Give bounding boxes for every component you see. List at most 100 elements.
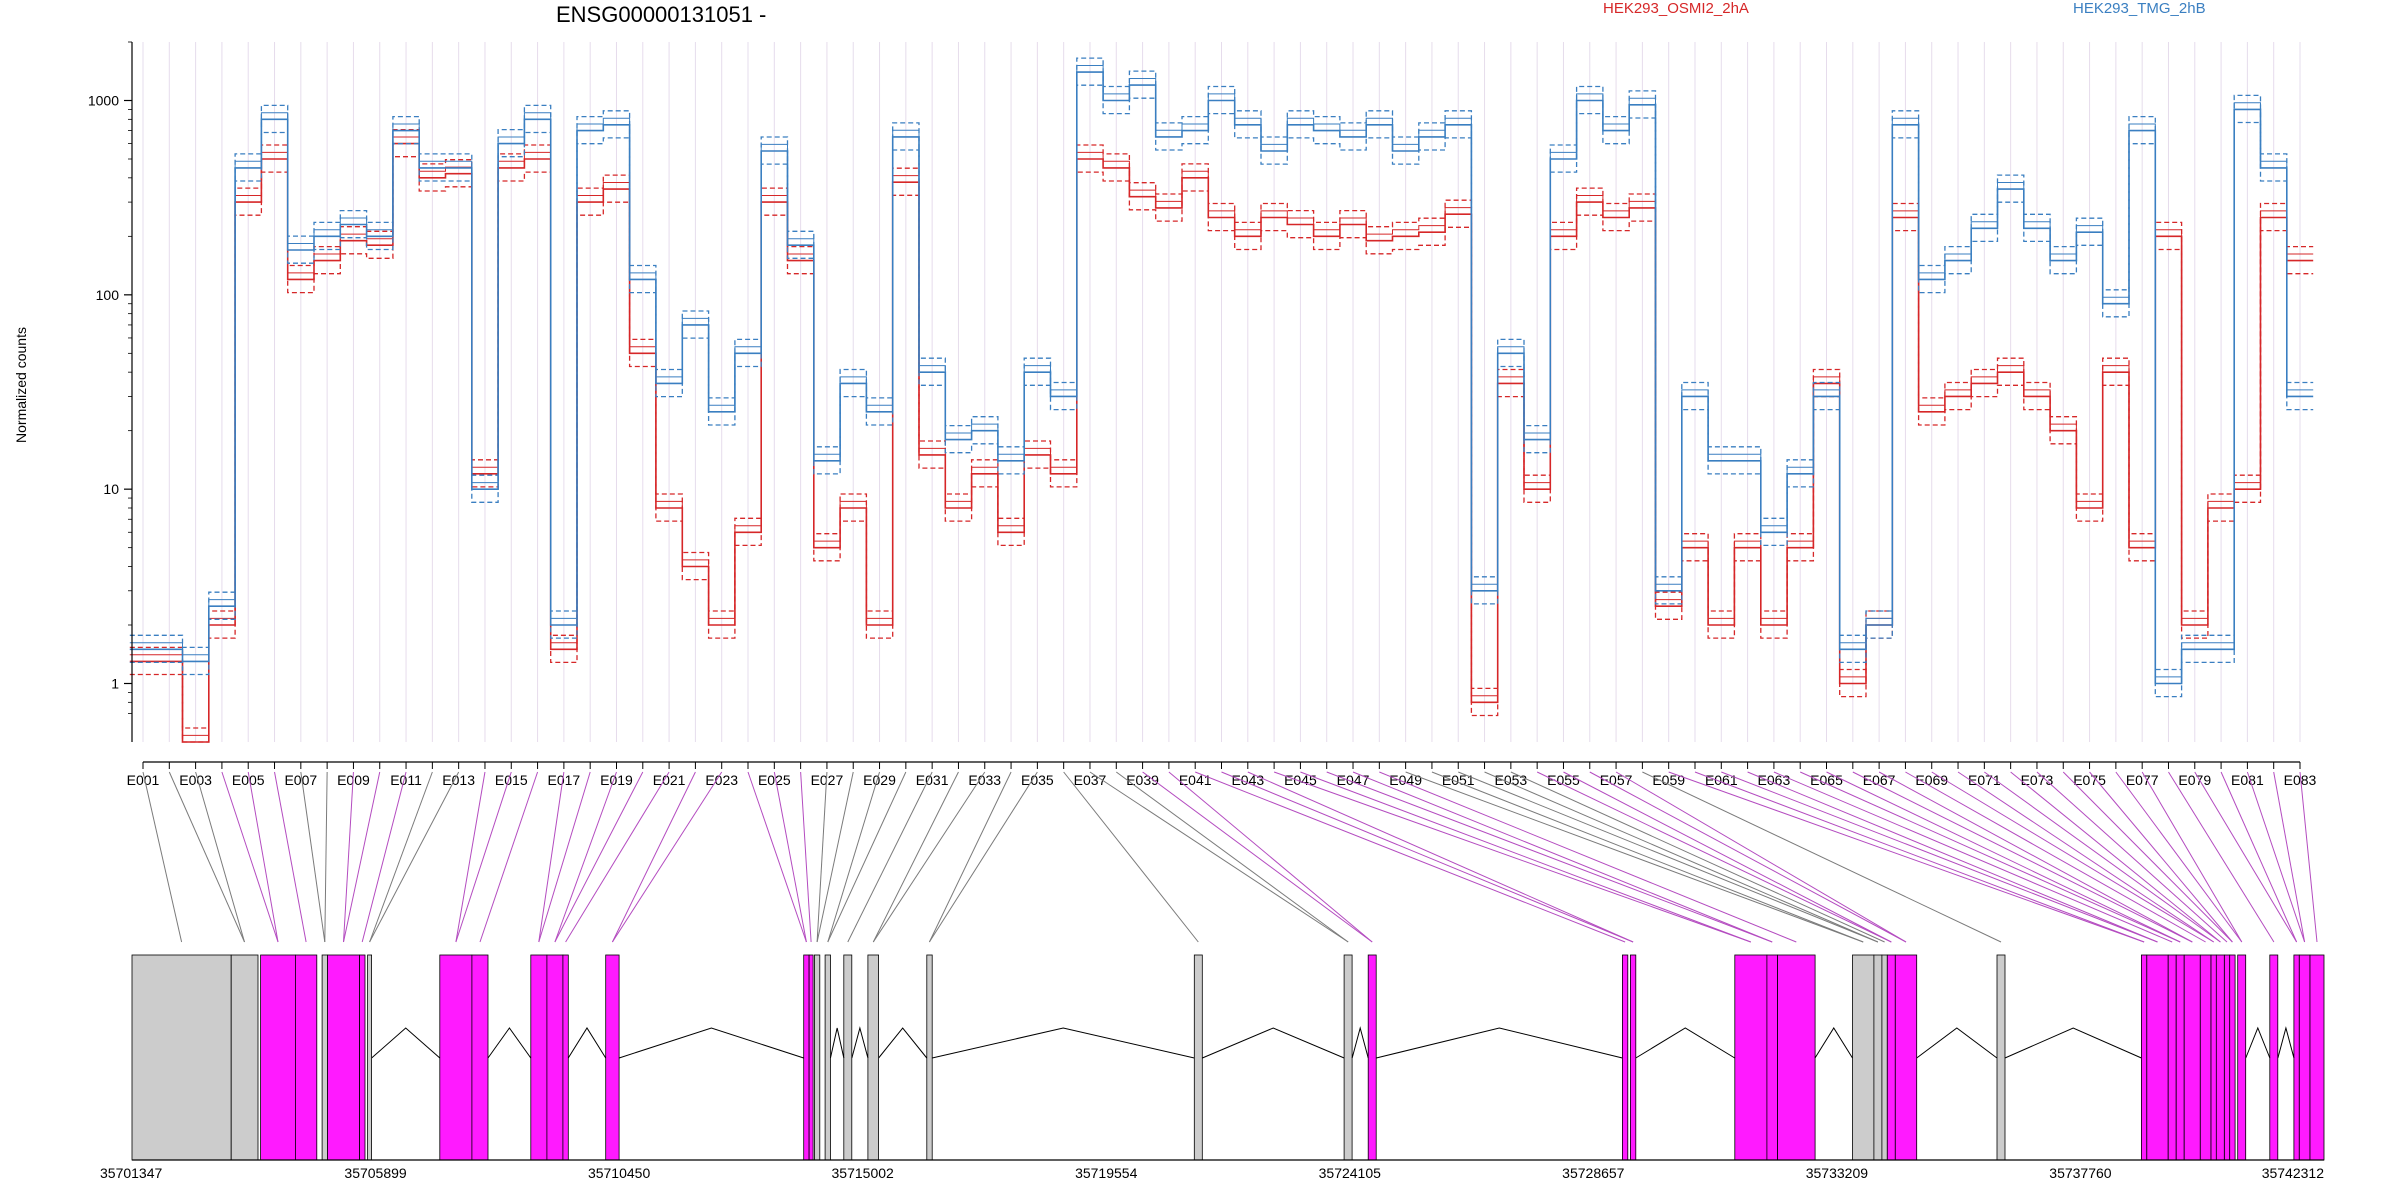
exon-connector: [455, 771, 512, 943]
exon-connector: [1800, 771, 2181, 943]
exon-connector: [611, 771, 723, 943]
x-tick-label: E047: [1337, 772, 1370, 788]
exon-connector: [2062, 771, 2233, 943]
exon-block: [546, 954, 564, 1161]
exon-block: [1894, 954, 1918, 1161]
x-tick-label: E083: [2284, 772, 2317, 788]
exon-connector: [1089, 771, 1349, 943]
exon-block: [359, 954, 366, 1161]
x-tick-label: E063: [1758, 772, 1791, 788]
exon-connector: [1563, 771, 1892, 943]
series-line-tmg-3: [129, 65, 2314, 678]
x-tick-label: E035: [1021, 772, 1054, 788]
exon-connector: [1721, 771, 2158, 943]
exon-connector: [538, 771, 565, 943]
gene-axis-label: 35710450: [588, 1165, 651, 1181]
intron-line: [1814, 1027, 1853, 1059]
exon-block: [2293, 954, 2300, 1161]
series-line-osmi2-3: [129, 136, 2314, 736]
exon-block: [1630, 954, 1637, 1161]
intron-line: [1376, 1027, 1623, 1059]
gene-axis-label: 35719554: [1075, 1165, 1138, 1181]
intron-line: [2004, 1027, 2142, 1059]
exon-connector: [827, 771, 881, 943]
exon-connector: [1300, 771, 1751, 943]
exon-block: [321, 954, 328, 1161]
exon-connector: [1195, 771, 1626, 943]
exon-block: [2309, 954, 2325, 1161]
exon-connector: [2115, 771, 2243, 943]
exon-connector: [343, 771, 381, 943]
intron-line: [878, 1027, 928, 1059]
x-tick-label: E065: [1810, 772, 1843, 788]
exon-block: [2229, 954, 2236, 1161]
exon-connector: [1484, 771, 1879, 943]
x-tick-label: E023: [705, 772, 738, 788]
x-tick-label: E031: [916, 772, 949, 788]
x-tick-label: E007: [284, 772, 317, 788]
exon-block: [814, 954, 821, 1161]
exon-connector: [827, 771, 907, 943]
exon-block: [1766, 954, 1779, 1161]
x-tick-label: E029: [863, 772, 896, 788]
exon-connector: [747, 771, 807, 943]
exon-connector: [274, 771, 307, 943]
exon-block: [2237, 954, 2247, 1161]
exon-block: [2146, 954, 2169, 1161]
exon-block: [230, 954, 259, 1161]
exon-connector: [872, 771, 986, 943]
x-tick-label: E001: [127, 772, 160, 788]
exon-connector: [1458, 771, 1879, 943]
intron-line: [567, 1027, 607, 1059]
exon-block: [2140, 954, 2148, 1161]
exon-connector: [554, 771, 617, 943]
x-tick-label: E069: [1915, 772, 1948, 788]
exon-block: [808, 954, 814, 1161]
exon-connector: [816, 771, 854, 943]
exon-connector: [1957, 771, 2214, 943]
exon-connector: [1063, 771, 1199, 943]
x-tick-label: E015: [495, 772, 528, 788]
exon-connector: [554, 771, 644, 943]
intron-line: [618, 1027, 804, 1059]
y-tick-label: 100: [96, 287, 120, 303]
exon-connector: [816, 771, 828, 943]
exon-connector: [369, 771, 460, 943]
y-axis-label: Normalized counts: [13, 327, 29, 443]
y-tick-label: 1: [111, 675, 119, 691]
exon-connector: [1352, 771, 1773, 943]
exon-connector: [1431, 771, 1864, 943]
exon-connector: [928, 771, 1038, 943]
exon-block: [131, 954, 232, 1161]
exon-connector: [1510, 771, 1885, 943]
x-tick-label: E011: [390, 772, 422, 788]
intron-line: [1202, 1027, 1345, 1059]
exon-block: [2199, 954, 2212, 1161]
exon-block: [439, 954, 473, 1161]
x-tick-label: E081: [2231, 772, 2264, 788]
intron-line: [1351, 1026, 1369, 1059]
exon-connector: [800, 771, 812, 943]
exon-block: [260, 954, 296, 1161]
exon-connectors: [142, 771, 2318, 943]
exon-connector: [847, 771, 933, 943]
intron-line: [851, 1026, 869, 1059]
exon-connector: [611, 771, 696, 943]
intron-line: [371, 1027, 441, 1059]
x-tick-label: E049: [1389, 772, 1422, 788]
x-tick-label: E055: [1547, 772, 1580, 788]
exon-connector: [2220, 771, 2298, 943]
exon-connector: [1221, 771, 1634, 943]
exon-connector: [1852, 771, 2193, 943]
legend-entry-osmi2: HEK293_OSMI2_2hA: [1603, 0, 1749, 17]
x-tick-label: E051: [1442, 772, 1475, 788]
exon-block: [803, 954, 810, 1161]
exon-block: [1343, 954, 1353, 1161]
exon-block: [471, 954, 489, 1161]
exon-connector: [2299, 771, 2318, 943]
x-tick-label: E021: [653, 772, 686, 788]
exon-connector: [2168, 771, 2275, 943]
exon-block: [1852, 954, 1875, 1161]
exon-connector: [142, 771, 183, 943]
gene-model: 35701347 35705899 35710450 35715002 35719554…: [100, 954, 2325, 1181]
